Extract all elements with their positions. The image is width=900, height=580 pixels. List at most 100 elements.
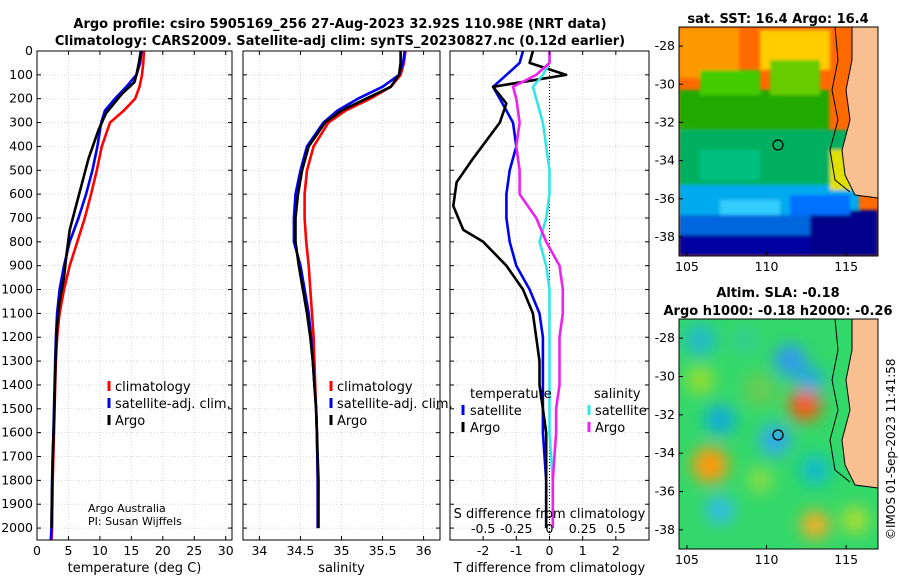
- y-tick-label: 1500: [1, 401, 33, 416]
- map-y-tick-label: -30: [655, 76, 675, 91]
- x-tick-label: 0: [546, 543, 554, 558]
- map-y-tick-label: -36: [655, 191, 675, 206]
- series-line-argo: [294, 51, 402, 529]
- s-tick-label: 0: [546, 521, 554, 536]
- series-line-satellite-adj-clim-: [49, 50, 143, 541]
- legend-label: climatology: [337, 380, 413, 395]
- y-tick-label: 300: [9, 115, 33, 130]
- x-tick-label: -1: [510, 543, 522, 558]
- map-x-tick-label: 115: [834, 552, 858, 567]
- y-tick-label: 0: [25, 43, 33, 58]
- series-line-s-satellite: [531, 51, 555, 529]
- x-tick-label: 25: [186, 543, 202, 558]
- legend-label: Argo: [595, 421, 625, 436]
- sst-map: sat. SST: 16.4 Argo: 16.4: [655, 12, 879, 274]
- timestamp-stamp: ©IMOS 01-Sep-2023 11:41:58: [884, 358, 898, 540]
- y-tick-label: 600: [9, 186, 33, 201]
- profile-panel-temperature: 0100200300400500600700800900100011001200…: [1, 43, 234, 576]
- x-tick-label: -2: [477, 543, 489, 558]
- y-tick-label: 1600: [1, 425, 33, 440]
- y-tick-label: 200: [9, 91, 33, 106]
- map-x-tick-label: 110: [755, 552, 779, 567]
- legend-label: climatology: [115, 380, 191, 395]
- x-tick-label: 0: [33, 543, 41, 558]
- map-y-tick-label: -32: [655, 407, 675, 422]
- legend-label: satellite: [470, 404, 522, 419]
- sla-map-title-line2: Argo h1000: -0.18 h2000: -0.26: [663, 304, 892, 319]
- map-x-tick-label: 105: [675, 552, 699, 567]
- legend-label: Argo: [470, 421, 500, 436]
- map-y-tick-label: -34: [655, 445, 675, 460]
- y-tick-label: 1000: [1, 282, 33, 297]
- x-tick-label: 1: [579, 543, 587, 558]
- y-tick-label: 800: [9, 234, 33, 249]
- series-line-argo: [50, 50, 143, 529]
- y-tick-label: 900: [9, 258, 33, 273]
- s-tick-label: -0.25: [500, 521, 532, 536]
- x-tick-label: 20: [155, 543, 171, 558]
- series-line-t-argo: [451, 50, 568, 529]
- y-tick-label: 1300: [1, 353, 33, 368]
- x-tick-label: 10: [92, 543, 108, 558]
- y-tick-label: 1700: [1, 449, 33, 464]
- figure-title-line1: Argo profile: csiro 5905169_256 27-Aug-2…: [73, 17, 606, 32]
- x-tick-label: 35.5: [369, 543, 397, 558]
- map-x-tick-label: 115: [834, 259, 858, 274]
- x-tick-label: 35: [334, 543, 350, 558]
- map-y-tick-label: -36: [655, 484, 675, 499]
- legend-title-salinity: salinity: [594, 387, 641, 402]
- y-tick-label: 700: [9, 210, 33, 225]
- legend-label: satellite-adj. clim.: [337, 397, 453, 412]
- sst-map-title: sat. SST: 16.4 Argo: 16.4: [687, 12, 868, 27]
- x-axis-label: temperature (deg C): [68, 561, 202, 576]
- map-y-tick-label: -34: [655, 153, 675, 168]
- x-axis-label: salinity: [318, 561, 365, 576]
- map-y-tick-label: -32: [655, 114, 675, 129]
- series-line-s-argo: [511, 51, 565, 529]
- profile-panel-differences: -2 -1 0 1 2 T difference from climatology temp…: [449, 50, 650, 576]
- map-x-tick-label: 105: [675, 259, 699, 274]
- map-y-tick-label: -28: [655, 38, 675, 53]
- legend-label: satellite-adj. clim.: [115, 397, 231, 412]
- legend-label: Argo: [115, 414, 145, 429]
- map-y-tick-label: -30: [655, 369, 675, 384]
- y-tick-label: 100: [9, 67, 33, 82]
- map-y-tick-label: -38: [655, 229, 675, 244]
- series-line-climatology: [50, 50, 146, 541]
- credit-line2: PI: Susan Wijffels: [88, 515, 182, 528]
- figure-title-line2: Climatology: CARS2009. Satellite-adj cli…: [55, 34, 625, 49]
- s-axis-label: S difference from climatology: [454, 507, 646, 522]
- y-tick-label: 2000: [1, 520, 33, 535]
- y-tick-label: 1400: [1, 377, 33, 392]
- sst-argo-marker: [772, 139, 784, 151]
- y-tick-label: 500: [9, 162, 33, 177]
- x-tick-label: 34: [251, 543, 267, 558]
- x-tick-label: 30: [218, 543, 234, 558]
- y-tick-label: 1900: [1, 496, 33, 511]
- x-tick-label: 36: [416, 543, 432, 558]
- legend-label: satellite: [595, 404, 647, 419]
- map-y-tick-label: -28: [655, 330, 675, 345]
- s-tick-label: -0.5: [471, 521, 495, 536]
- y-tick-label: 400: [9, 138, 33, 153]
- y-tick-label: 1100: [1, 305, 33, 320]
- x-tick-label: 15: [123, 543, 139, 558]
- sla-argo-marker: [772, 429, 784, 441]
- x-axis-label: T difference from climatology: [453, 561, 646, 576]
- axes-box: [36, 50, 233, 541]
- x-tick-label: 2: [612, 543, 620, 558]
- credit-line1: Argo Australia: [88, 502, 166, 515]
- s-tick-label: 0.25: [569, 521, 597, 536]
- y-tick-label: 1200: [1, 329, 33, 344]
- legend-label: Argo: [337, 414, 367, 429]
- x-tick-label: 34.5: [287, 543, 315, 558]
- axes-box: [242, 50, 441, 541]
- s-tick-label: 0.5: [606, 521, 626, 536]
- y-tick-label: 1800: [1, 472, 33, 487]
- legend-title-temperature: temperature: [470, 387, 552, 402]
- profile-panel-salinity: 34 34.5 35 35.5 36 salinity climatology satelli…: [242, 50, 453, 576]
- map-x-tick-label: 110: [755, 259, 779, 274]
- sla-map-title-line1: Altim. SLA: -0.18: [716, 286, 839, 301]
- map-y-tick-label: -38: [655, 522, 675, 537]
